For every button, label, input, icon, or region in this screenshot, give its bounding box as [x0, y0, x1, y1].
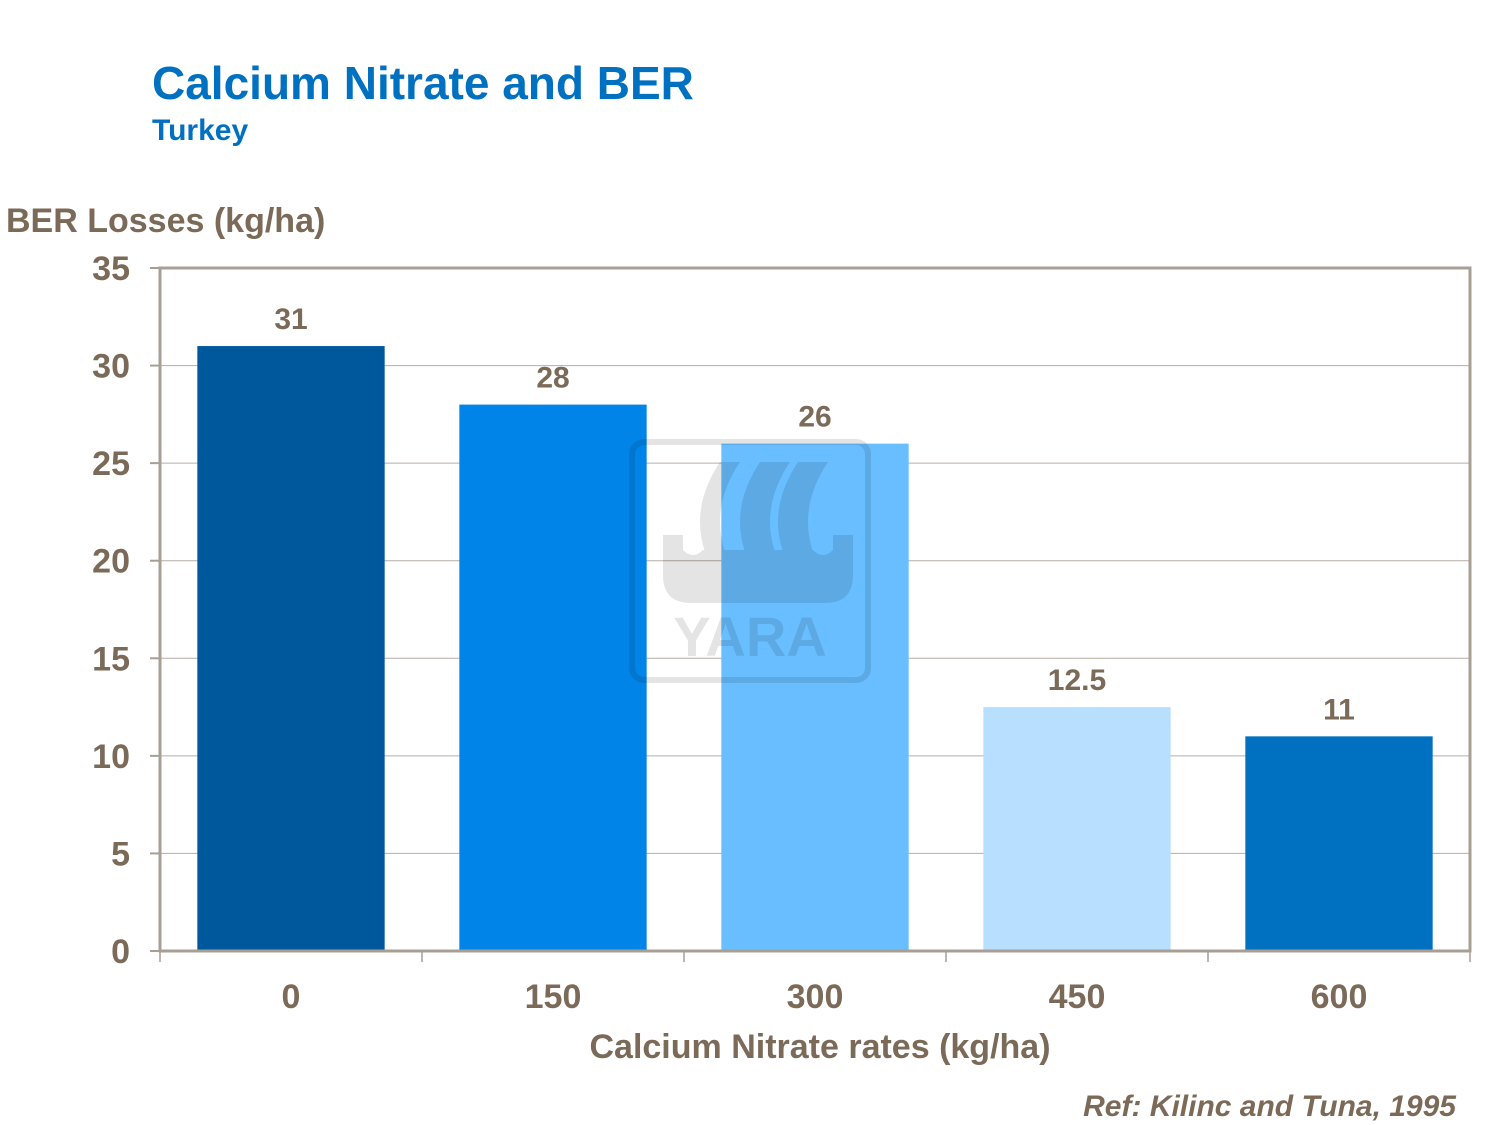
- data-label: 11: [1323, 693, 1355, 726]
- chart-subtitle: Turkey: [152, 114, 249, 147]
- x-tick-label: 300: [787, 978, 844, 1016]
- y-tick-label: 25: [92, 445, 130, 483]
- y-tick-label: 35: [92, 250, 130, 288]
- chart-title: Calcium Nitrate and BER: [152, 57, 694, 109]
- data-label: 31: [274, 303, 307, 336]
- x-tick-label: 450: [1049, 978, 1106, 1016]
- y-tick-label: 0: [111, 933, 130, 971]
- svg-text:YARA: YARA: [673, 605, 827, 668]
- bar-150: [459, 404, 647, 952]
- reference-note: Ref: Kilinc and Tuna, 1995: [1083, 1090, 1456, 1123]
- bar-0: [197, 346, 385, 951]
- y-tick-label: 5: [111, 835, 130, 873]
- data-label: 26: [798, 401, 831, 434]
- bar-600: [1245, 736, 1433, 951]
- x-tick-label: 150: [525, 978, 582, 1016]
- y-tick-label: 15: [92, 640, 130, 678]
- x-tick-label: 0: [282, 978, 301, 1016]
- y-tick-label: 30: [92, 348, 130, 386]
- yara-logo-watermark: YARA: [629, 439, 871, 683]
- y-axis-label: BER Losses (kg/ha): [6, 202, 325, 240]
- x-tick-label: 600: [1311, 978, 1368, 1016]
- plot-area-border: [158, 266, 1472, 953]
- x-axis-label: Calcium Nitrate rates (kg/ha): [589, 1028, 1050, 1066]
- bar-450: [983, 707, 1171, 951]
- bar-300: [721, 443, 909, 951]
- y-tick-label: 20: [92, 543, 130, 581]
- data-label: 12.5: [1048, 664, 1106, 697]
- data-label: 28: [536, 362, 569, 395]
- y-tick-label: 10: [92, 738, 130, 776]
